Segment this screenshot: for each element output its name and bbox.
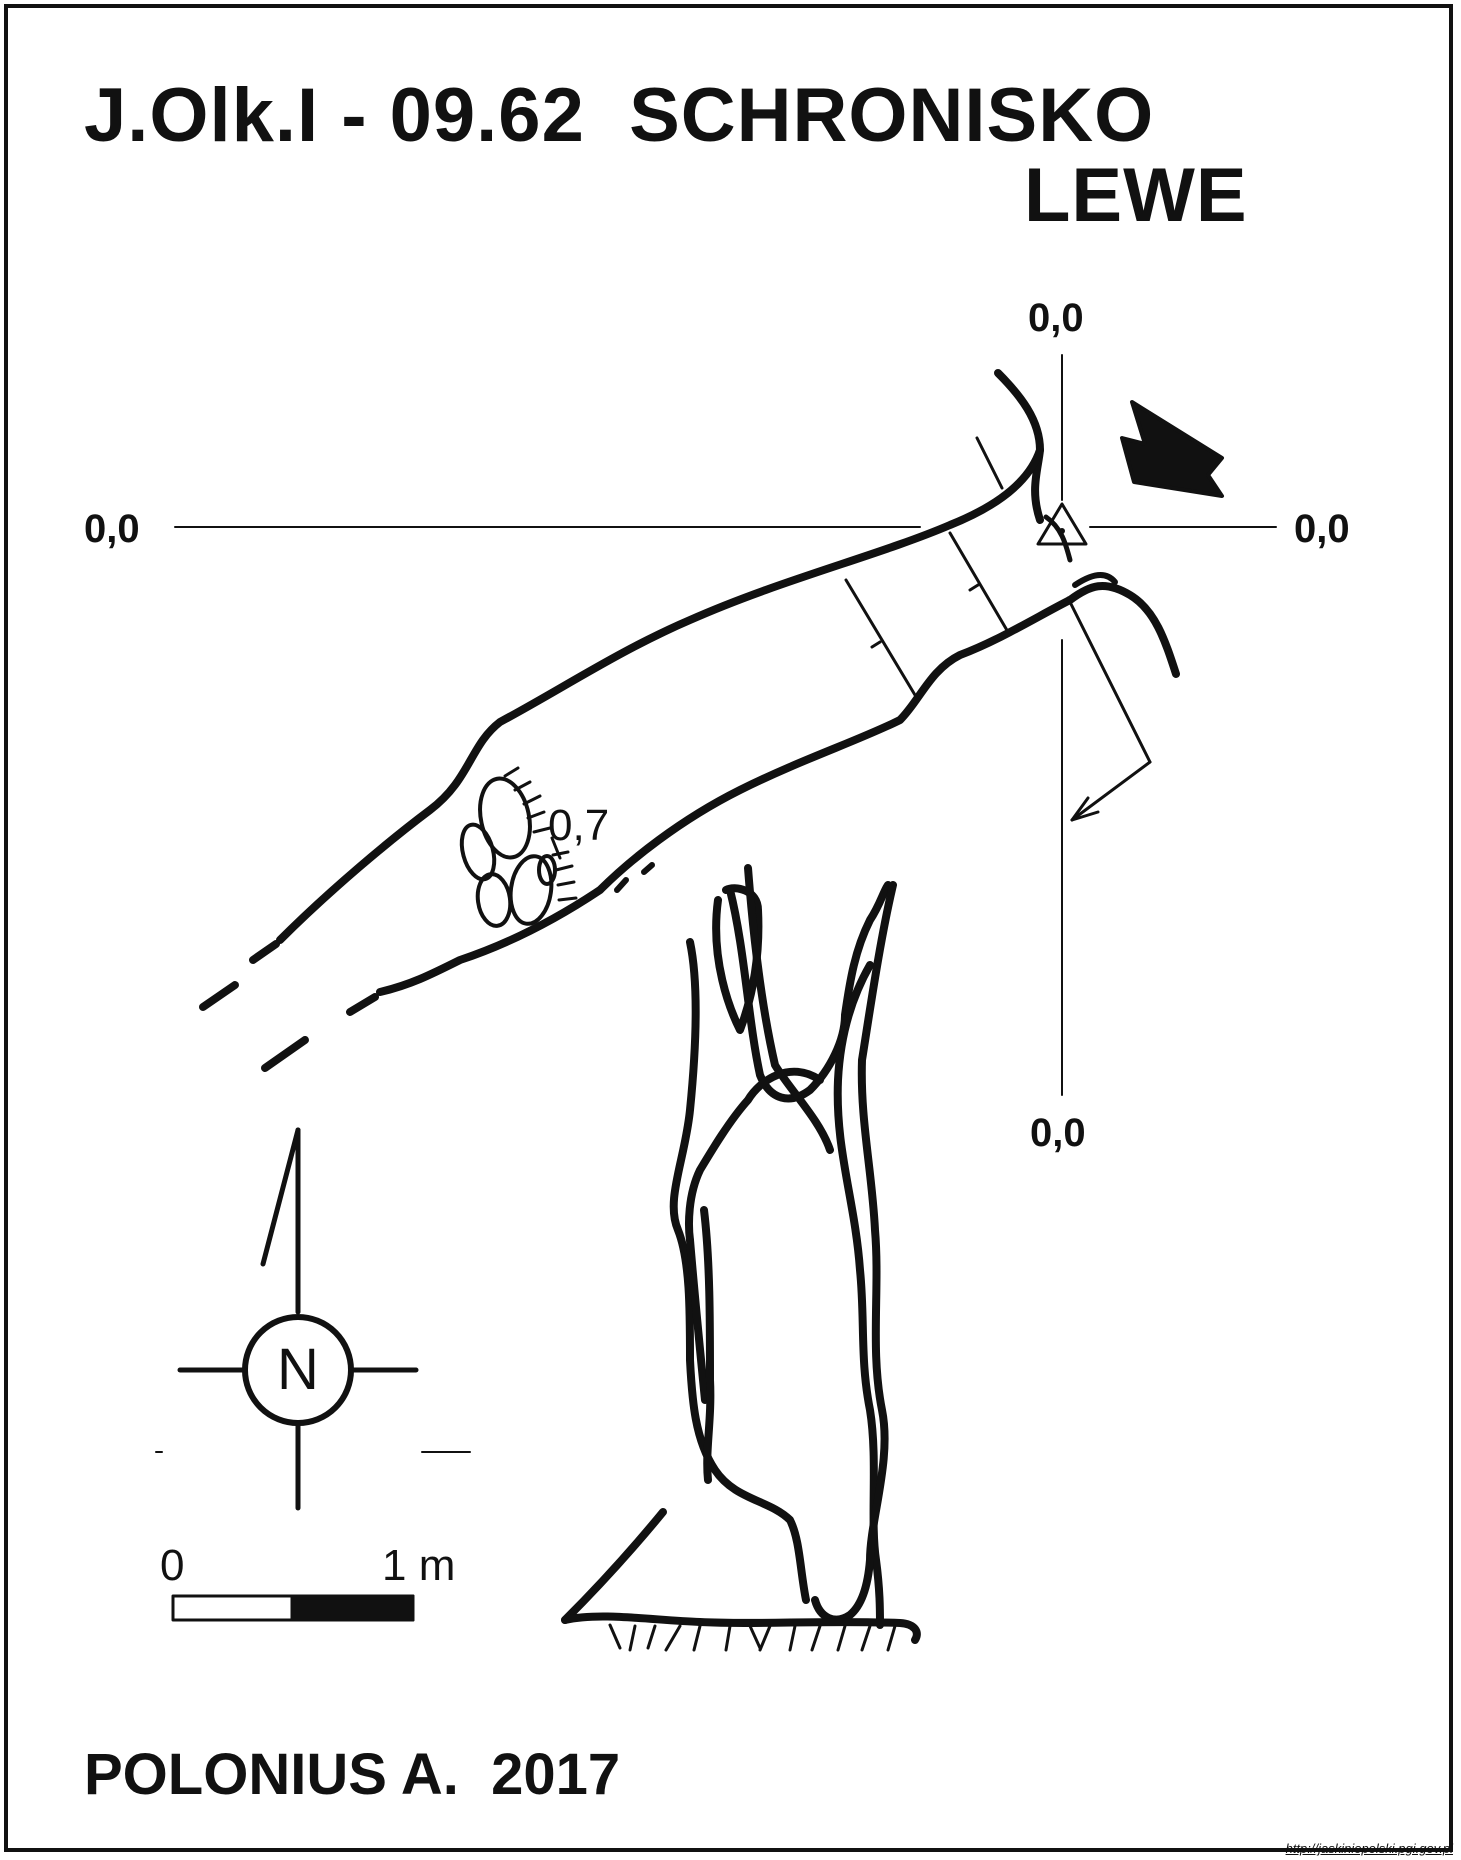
scale-bar-icon [171, 1594, 415, 1622]
compass-letter-holder: N [277, 1337, 319, 1402]
scale-end-label: 1 m [382, 1541, 456, 1590]
map-title-line-1: J.Olk.I - 09.62 SCHRONISKO [84, 73, 1155, 158]
boulder-rubble [459, 766, 578, 928]
axis-label-top: 0,0 [1028, 296, 1084, 340]
cave-walls [199, 369, 1180, 1072]
profile-direction-arrow [1066, 596, 1152, 822]
axis-label-bottom: 0,0 [1030, 1111, 1086, 1155]
map-frame [4, 4, 1453, 1852]
axis-label-right: 0,0 [1294, 507, 1350, 551]
axis-label-left: 0,0 [84, 507, 140, 551]
coordinate-axes [174, 354, 1277, 1096]
compass-letter: N [277, 1337, 319, 1402]
scale-start-label: 0 [160, 1541, 185, 1590]
depth-label: 0,7 [548, 801, 610, 850]
source-link[interactable]: http://jaskiniepolski.pgi.gov.pl [1285, 1841, 1453, 1856]
entrance-arrow-icon [1120, 400, 1224, 498]
author-credit: POLONIUS A. 2017 [84, 1742, 621, 1807]
map-title-line-2: LEWE [1024, 153, 1248, 238]
cross-section-lines [844, 436, 1010, 702]
north-arrow-icon [155, 1127, 471, 1511]
rock-outcrop-profile [561, 864, 921, 1644]
ground-hatching [608, 1623, 897, 1652]
